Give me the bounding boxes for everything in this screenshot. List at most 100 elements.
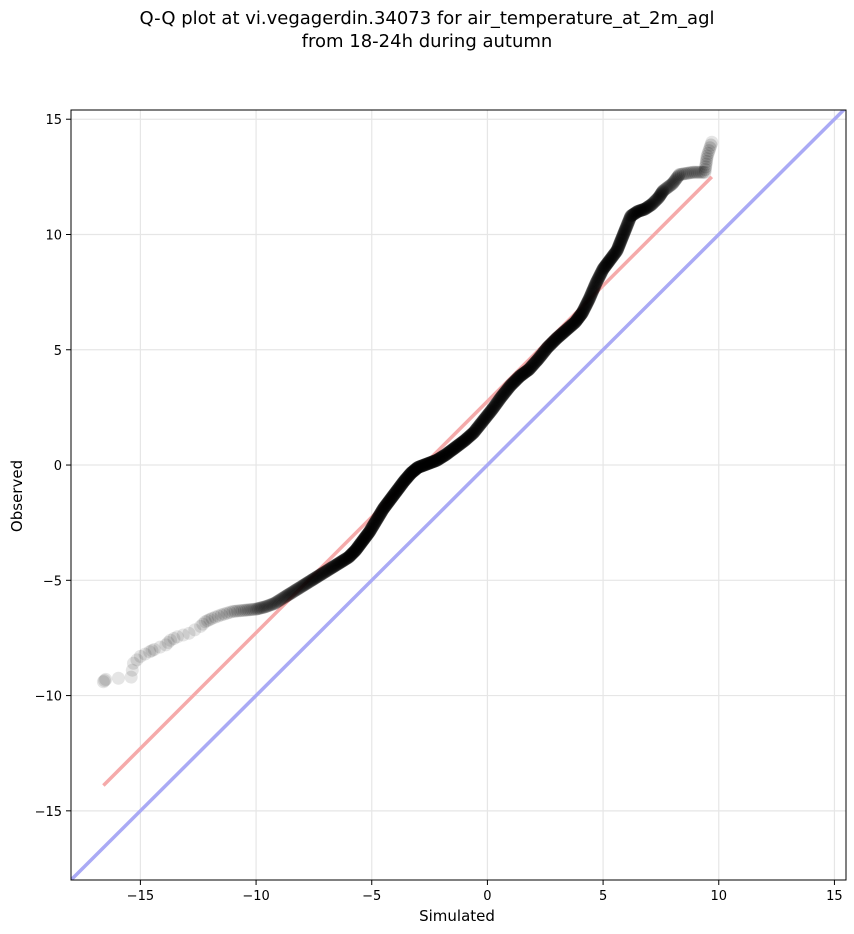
quantile-point (500, 383, 514, 397)
quantile-point (372, 509, 386, 523)
quantile-point (496, 388, 510, 402)
quantile-point (407, 464, 421, 478)
y-tick-label: −15 (35, 805, 62, 820)
quantile-point (388, 486, 402, 500)
quantile-point (611, 241, 625, 255)
quantile-point (226, 604, 240, 618)
quantile-point (328, 559, 342, 573)
quantile-point (530, 353, 544, 367)
quantile-point (486, 402, 500, 416)
quantile-point (634, 204, 648, 218)
quantile-point (600, 256, 614, 270)
quantile-point (393, 479, 407, 493)
quantile-point (640, 201, 654, 215)
quantile-point (310, 570, 324, 584)
quantile-point (355, 534, 369, 548)
quantile-point (654, 187, 668, 201)
quantile-point (568, 316, 582, 330)
quantile-point (350, 541, 364, 555)
quantile-point (702, 144, 716, 158)
quantile-point (271, 594, 285, 608)
quantile-point (270, 595, 284, 609)
quantile-point (405, 466, 419, 480)
quantile-point (465, 427, 479, 441)
quantile-point (588, 279, 602, 293)
quantile-point (348, 544, 362, 558)
quantile-point (329, 558, 343, 572)
quantile-point (502, 380, 516, 394)
quantile-point (238, 603, 252, 617)
quantile-point (479, 410, 493, 424)
quantile-point (394, 478, 408, 492)
quantile-point (520, 364, 534, 378)
quantile-point (462, 430, 476, 444)
quantile-point (617, 226, 631, 240)
quantile-point (537, 345, 551, 359)
quantile-point (447, 442, 461, 456)
quantile-point (509, 373, 523, 387)
quantile-point (497, 387, 511, 401)
quantile-point (605, 250, 619, 264)
quantile-point (339, 552, 353, 566)
quantile-point (551, 330, 565, 344)
quantile-point (533, 350, 547, 364)
quantile-point (331, 557, 345, 571)
quantile-point (346, 546, 360, 560)
quantile-point (340, 551, 354, 565)
quantile-point (235, 604, 249, 617)
quantile-point (642, 199, 656, 213)
quantile-point (367, 517, 381, 531)
quantile-point (298, 577, 312, 591)
quantile-point (589, 276, 603, 290)
quantile-point (618, 224, 632, 238)
quantile-point (334, 555, 348, 569)
quantile-point (357, 531, 371, 545)
quantile-point (608, 246, 622, 260)
quantile-point (463, 429, 477, 443)
quantile-point (688, 165, 702, 179)
quantile-point (194, 619, 208, 633)
quantile-point (637, 202, 651, 216)
quantile-point (660, 181, 674, 195)
quantile-point (360, 528, 374, 542)
quantile-point (655, 186, 669, 200)
quantile-point (574, 308, 588, 322)
quantile-point (612, 238, 626, 252)
quantile-point (630, 205, 644, 219)
quantile-point (692, 165, 706, 179)
quantile-point (341, 551, 355, 565)
quantile-point (589, 277, 603, 291)
quantile-point (145, 644, 159, 658)
quantile-point (655, 185, 669, 199)
quantile-point (390, 484, 404, 498)
quantile-point (592, 271, 606, 285)
quantile-point (541, 340, 555, 354)
quantile-point (468, 424, 482, 438)
quantile-point (469, 423, 483, 437)
quantile-point (315, 567, 329, 581)
quantile-point (555, 327, 569, 341)
quantile-point (459, 433, 473, 447)
quantile-point (590, 275, 604, 289)
quantile-point (585, 286, 599, 300)
quantile-point (494, 390, 508, 404)
quantile-point (508, 375, 522, 389)
quantile-point (507, 375, 521, 389)
quantile-point (596, 263, 610, 277)
quantile-point (504, 378, 518, 392)
quantile-point (302, 575, 316, 589)
quantile-point (412, 460, 426, 474)
quantile-point (622, 214, 636, 228)
quantile-point (299, 577, 313, 591)
quantile-point (539, 343, 553, 357)
quantile-point (437, 448, 451, 462)
quantile-point (176, 628, 190, 642)
quantile-point (437, 449, 451, 463)
quantile-point (410, 462, 424, 476)
quantile-point (454, 436, 468, 450)
quantile-point (592, 270, 606, 284)
quantile-point (429, 454, 443, 468)
quantile-point (544, 337, 558, 351)
quantile-point (289, 583, 303, 597)
quantile-point (354, 536, 368, 550)
